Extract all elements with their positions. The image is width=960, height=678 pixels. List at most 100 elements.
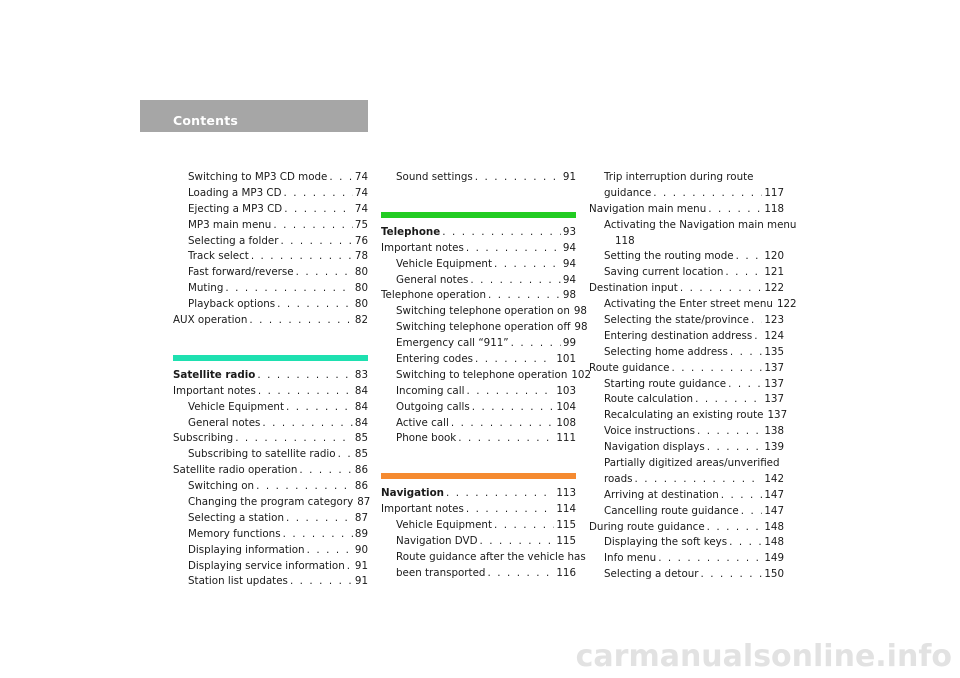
entry-title: Playback options [188,298,276,311]
entry-title: Entering codes [396,353,474,366]
toc-entry[interactable]: Sound settings 91 [381,170,576,186]
toc-entry[interactable]: Recalculating an existing route 137 [589,408,787,424]
toc-entry[interactable]: Ejecting a MP3 CD 74 [173,202,368,218]
toc-entry[interactable]: Memory functions 89 [173,527,368,543]
entry-title: Voice instructions [604,425,695,438]
toc-entry[interactable]: Displaying service information 91 [173,559,368,575]
toc-entry[interactable]: Loading a MP3 CD 74 [173,186,368,202]
toc-entry[interactable]: Selecting a folder 76 [173,234,368,250]
entry-title: Displaying the soft keys [604,536,728,549]
page-number[interactable]: 118 [615,234,635,247]
entry-title: Navigation displays [604,441,705,454]
telephone-section-bar [381,211,576,218]
toc-entry[interactable]: Satellite radio operation 86 [173,463,368,479]
toc-entry[interactable]: Vehicle Equipment 115 [381,518,576,534]
page-title: Contents [173,113,239,128]
toc-entry[interactable]: Phone book 111 [381,431,576,447]
page-number: 148 [764,536,784,549]
toc-entry[interactable]: Destination input 122 [589,281,784,297]
leader-dots [347,559,353,575]
toc-entry[interactable]: Route calculation 137 [589,392,784,408]
toc-entry[interactable]: Saving current location 121 [589,265,784,281]
toc-entry[interactable]: Info menu 149 [589,551,784,567]
toc-column-1: Switching to MP3 CD mode74Loading a MP3 … [173,170,370,591]
satellite-radio-entries: Important notes84Vehicle Equipment84Gene… [173,384,370,591]
page-number: 137 [764,361,784,374]
toc-entry-line[interactable]: Partially digitized areas/unverified [604,457,780,470]
toc-entry[interactable]: During route guidance 148 [589,520,784,536]
leader-dots [286,400,353,416]
toc-entry[interactable]: Starting route guidance 137 [589,377,784,393]
page-number: 84 [354,400,368,413]
toc-entry[interactable]: Selecting home address 135 [589,345,784,361]
toc-entry[interactable]: Subscribing to satellite radio 85 [173,447,368,463]
page-number: 118 [764,202,784,215]
toc-entry[interactable]: Entering codes 101 [381,352,576,368]
toc-entry[interactable]: roads 142 [589,472,784,488]
toc-entry[interactable]: Station list updates 91 [173,574,368,590]
leader-dots [697,424,762,440]
toc-entry[interactable]: MP3 main menu 75 [173,218,368,234]
section-heading-navigation[interactable]: Navigation 113 [381,486,576,502]
toc-entry[interactable]: Displaying information 90 [173,543,368,559]
toc-entry[interactable]: Navigation displays 139 [589,440,784,456]
entry-title: General notes [396,273,469,286]
spacer [381,447,576,473]
toc-entry[interactable]: Switching telephone operation on 98 [381,304,587,320]
toc-entry[interactable]: Important notes 84 [173,384,368,400]
toc-entry[interactable]: Switching on 86 [173,479,368,495]
toc-entry-line[interactable]: Route guidance after the vehicle has [396,550,586,563]
leader-dots [466,502,554,518]
toc-entry-line[interactable]: Activating the Navigation main menu [604,218,797,231]
toc-entry[interactable]: Voice instructions 138 [589,424,784,440]
toc-entry[interactable]: Fast forward/reverse 80 [173,265,368,281]
entry-title: Selecting a folder [188,234,279,247]
page-number: 74 [354,186,368,199]
entry-title: Important notes [173,384,256,397]
toc-entry[interactable]: Vehicle Equipment 84 [173,400,368,416]
toc-entry[interactable]: AUX operation 82 [173,313,368,329]
toc-entry[interactable]: Arriving at destination 147 [589,488,784,504]
toc-entry[interactable]: Selecting a detour 150 [589,567,784,583]
toc-entry[interactable]: Important notes 114 [381,502,576,518]
toc-entry[interactable]: Entering destination address 124 [589,329,784,345]
toc-entry[interactable]: Activating the Enter street menu 122 [589,297,797,313]
leader-dots [290,574,353,590]
section-heading-satellite-radio[interactable]: Satellite radio 83 [173,368,368,384]
toc-entry[interactable]: Route guidance 137 [589,361,784,377]
toc-entry[interactable]: Subscribing 85 [173,431,368,447]
toc-entry[interactable]: Incoming call 103 [381,384,576,400]
toc-entry[interactable]: Navigation main menu 118 [589,202,784,218]
toc-entry[interactable]: Selecting a station 87 [173,511,368,527]
toc-entry[interactable]: Active call 108 [381,416,576,432]
toc-entry[interactable]: Emergency call “911” 99 [381,336,576,352]
entry-title: Telephone operation [381,289,487,302]
toc-entry[interactable]: Switching to MP3 CD mode 74 [173,170,368,186]
toc-entry[interactable]: Switching telephone operation off 98 [381,320,588,336]
toc-entry[interactable]: Switching to telephone operation 102 [381,368,591,384]
toc-entry[interactable]: Telephone operation 98 [381,288,576,304]
toc-entry[interactable]: General notes 94 [381,273,576,289]
toc-column-3: Trip interruption during route guidance … [589,170,797,583]
toc-entry[interactable]: Selecting the state/province 123 [589,313,784,329]
toc-entry[interactable]: Track select 78 [173,249,368,265]
toc-entry[interactable]: Playback options 80 [173,297,368,313]
entry-title: Navigation [381,487,444,500]
toc-entry[interactable]: Important notes 94 [381,241,576,257]
toc-entry[interactable]: guidance 117 [589,186,784,202]
toc-entry[interactable]: Muting 80 [173,281,368,297]
entry-title: Vehicle Equipment [396,519,492,532]
toc-entry[interactable]: Setting the routing mode 120 [589,249,784,265]
toc-entry[interactable]: General notes 84 [173,416,368,432]
toc-entry[interactable]: Navigation DVD 115 [381,534,576,550]
toc-entry[interactable]: Displaying the soft keys 148 [589,535,784,551]
section-heading-telephone[interactable]: Telephone 93 [381,225,576,241]
toc-entry[interactable]: Cancelling route guidance 147 [589,504,784,520]
leader-dots [262,416,352,432]
toc-entry[interactable]: Outgoing calls 104 [381,400,576,416]
toc-entry[interactable]: Vehicle Equipment 94 [381,257,576,273]
toc-entry[interactable]: been transported 116 [381,566,576,582]
toc-entry[interactable]: Changing the program category 87 [173,495,370,511]
page-number: 94 [562,257,576,270]
toc-entry-line[interactable]: Trip interruption during route [604,171,754,183]
